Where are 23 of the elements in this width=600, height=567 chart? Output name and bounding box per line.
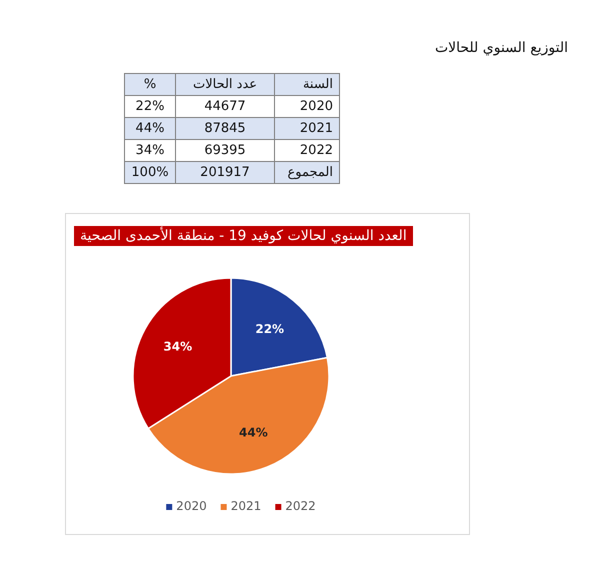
legend-label: 2022 [285,499,316,513]
text: 2020 [274,96,340,118]
text: 34% [124,140,176,162]
text: عدد الحالات [176,74,274,96]
text: السنة [274,74,340,96]
text: 100% [124,162,176,184]
chart-title: العدد السنوي لحالات كوفيد 19 - منطقة الأحمدى الصحية [74,226,413,246]
text: 2022 [274,140,340,162]
text: 44% [124,118,176,140]
text: % [124,74,176,96]
legend-label: 2021 [230,499,262,513]
text: التوزيع السنوي للحالات [434,40,568,56]
text: 2021 [274,118,340,140]
text: المجموع [274,162,340,184]
text: 22% [124,96,176,118]
text: 201917 [176,162,274,184]
text: 44677 [176,96,274,118]
data-label: 44% [239,425,268,440]
data-label: 34% [163,340,192,354]
data-label: 22% [255,322,284,336]
text: 87845 [176,118,274,140]
legend-label: 2020 [176,499,207,513]
text: 69395 [176,140,274,162]
